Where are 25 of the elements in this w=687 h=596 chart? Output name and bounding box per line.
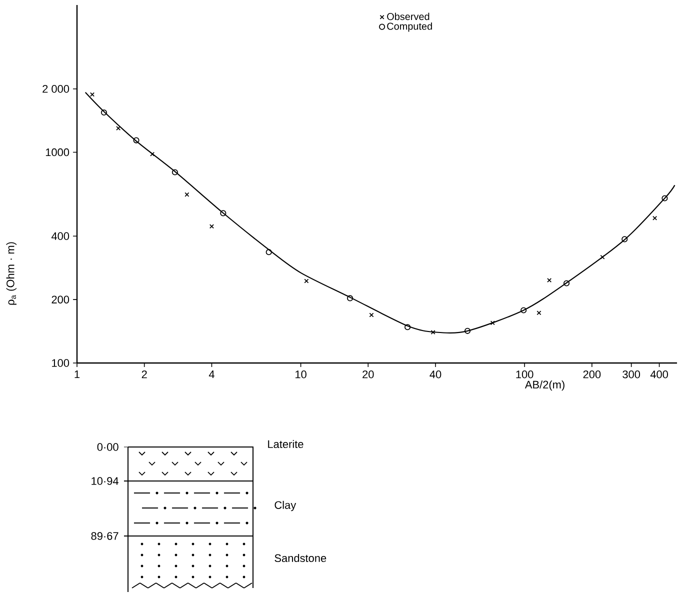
x-tick-label: 4 bbox=[208, 370, 214, 378]
x-axis-title: AB/2(m) bbox=[524, 380, 564, 391]
text: Clay bbox=[274, 500, 296, 512]
x-tick-label: 10 bbox=[296, 370, 306, 378]
text: 0·00 bbox=[97, 443, 118, 451]
x-tick-label: 20 bbox=[362, 370, 374, 378]
x-tick-label: 400 bbox=[650, 370, 668, 378]
x-tick-label: 1 bbox=[74, 370, 80, 378]
y-tick-label: 400 bbox=[51, 232, 70, 240]
x-tick-label: 100 bbox=[516, 370, 534, 378]
text: Laterite bbox=[268, 440, 304, 448]
text: 89·67 bbox=[91, 532, 118, 540]
y-tick-label: 1000 bbox=[46, 148, 70, 156]
y-axis-title: ρ$_{a}$ (Ohm · m) bbox=[6, 242, 16, 305]
x-tick-label: 40 bbox=[430, 370, 442, 378]
legend-label: Computed bbox=[387, 22, 432, 32]
x-tick-label: 300 bbox=[622, 370, 640, 378]
x-tick-label: 2 bbox=[142, 370, 147, 378]
y-tick-label: 200 bbox=[52, 296, 70, 304]
y-tick-label: 2 000 bbox=[42, 84, 70, 93]
legend-label: Observed bbox=[387, 12, 430, 20]
text: Sandstone bbox=[274, 554, 326, 562]
x-tick-label: 200 bbox=[583, 370, 601, 378]
y-tick-label: 100 bbox=[52, 359, 70, 367]
text: 10·94 bbox=[92, 477, 118, 485]
